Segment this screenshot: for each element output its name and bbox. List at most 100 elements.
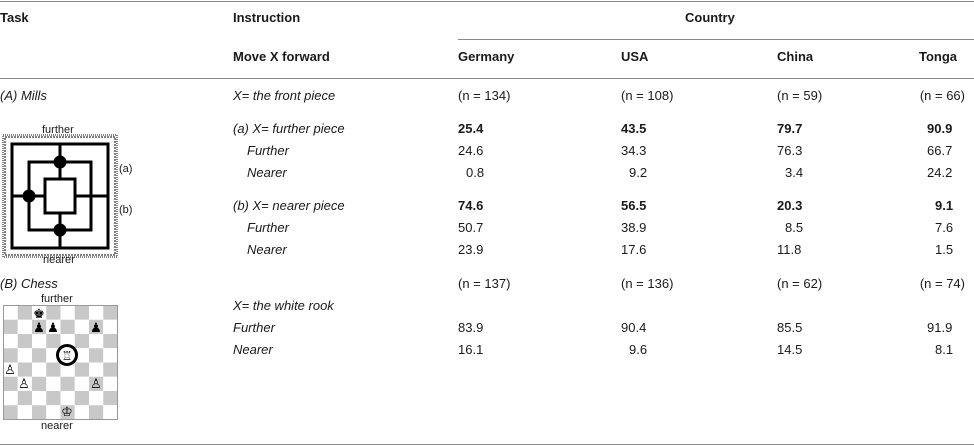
mills-a-nearer-germany: 0.8: [466, 165, 485, 180]
chess-piece-white-king: ♔: [61, 404, 73, 419]
chess-square: [3, 376, 18, 391]
chess-further-germany: 83.9: [458, 320, 484, 335]
mills-b-total-china: 20.3: [777, 198, 803, 213]
chess-square: [89, 362, 104, 377]
mills-b-further-usa: 38.9: [621, 220, 647, 235]
chess-square: [3, 362, 18, 377]
chess-square: [17, 362, 32, 377]
mills-a-nearer-usa: 9.2: [629, 165, 648, 180]
chess-nearer-tonga: 8.1: [935, 342, 954, 357]
chess-square: [46, 362, 61, 377]
chess-square: [46, 319, 61, 334]
mills-board-square-inner: [43, 177, 77, 215]
mills-a-further-tonga: 66.7: [927, 143, 953, 158]
mills-diagram-top-label: further: [42, 124, 74, 136]
mills-a-total-china: 79.7: [777, 121, 803, 136]
header-rule: [0, 78, 974, 79]
mills-b-nearer-label: Nearer: [247, 242, 287, 257]
mills-a-total-germany: 25.4: [458, 121, 484, 136]
chess-square: [32, 319, 47, 334]
chess-square: [74, 348, 89, 363]
chess-square: [89, 305, 104, 320]
chess-square: [89, 319, 104, 334]
chess-piece-white-pawn-3: ♙: [90, 376, 102, 391]
chess-square: [103, 405, 118, 420]
chess-piece-black-pawn-2: ♟: [47, 320, 59, 335]
mills-b-total-germany: 74.6: [458, 198, 484, 213]
chess-square: [89, 334, 104, 349]
chess-square: [103, 362, 118, 377]
header-country-germany: Germany: [458, 49, 515, 64]
chess-diagram-bottom-label: nearer: [41, 420, 73, 432]
chess-square: [89, 348, 104, 363]
header-task: Task: [0, 10, 29, 25]
chess-further-usa: 90.4: [621, 320, 647, 335]
chess-square: [3, 334, 18, 349]
chess-task-label: (B) Chess: [0, 276, 58, 291]
chess-square: [46, 305, 61, 320]
top-rule: [0, 1, 974, 2]
mills-n-china: (n = 59): [777, 88, 823, 103]
header-instruction: Instruction: [233, 10, 301, 25]
chess-square: [103, 319, 118, 334]
chess-square: [103, 348, 118, 363]
chess-square: [17, 334, 32, 349]
chess-square: [103, 334, 118, 349]
chess-square: [32, 376, 47, 391]
mills-piece-nearer: [53, 223, 67, 237]
mills-n-tonga: (n = 66): [919, 88, 965, 103]
chess-square: [3, 319, 18, 334]
mills-a-further-usa: 34.3: [621, 143, 647, 158]
chess-square: [74, 334, 89, 349]
chess-square: [32, 305, 47, 320]
mills-a-total-usa: 43.5: [621, 121, 647, 136]
mills-instruction: X= the front piece: [233, 88, 336, 103]
chess-square: [46, 334, 61, 349]
chess-square: [32, 391, 47, 406]
mills-a-label: (a) X= further piece: [233, 121, 345, 136]
chess-n-china: (n = 62): [777, 276, 823, 291]
chess-square: [46, 391, 61, 406]
chess-square: [74, 405, 89, 420]
chess-square: [60, 391, 75, 406]
chess-board: ♚ ♟ ♟ ♟ ♖ ♙ ♙ ♙ ♔: [3, 305, 118, 420]
mills-a-nearer-label: Nearer: [247, 165, 287, 180]
chess-n-usa: (n = 136): [621, 276, 674, 291]
chess-piece-black-king: ♚: [33, 306, 45, 321]
chess-piece-white-pawn-1: ♙: [4, 362, 16, 377]
chess-square: [32, 334, 47, 349]
mills-task-label: (A) Mills: [0, 88, 47, 103]
header-country-tonga: Tonga: [919, 49, 958, 64]
chess-square: [103, 391, 118, 406]
mills-n-germany: (n = 134): [458, 88, 511, 103]
mills-board: [2, 134, 118, 258]
mills-a-nearer-china: 3.4: [785, 165, 804, 180]
mills-n-usa: (n = 108): [621, 88, 674, 103]
mills-b-nearer-germany: 23.9: [458, 242, 484, 257]
mills-b-total-usa: 56.5: [621, 198, 647, 213]
chess-square: [17, 376, 32, 391]
chess-square: [32, 362, 47, 377]
chess-square: [60, 405, 75, 420]
chess-square: [46, 376, 61, 391]
header-instruction-sub: Move X forward: [233, 49, 330, 64]
header-country-china: China: [777, 49, 814, 64]
mills-a-further-label: Further: [247, 143, 289, 158]
chess-n-germany: (n = 137): [458, 276, 511, 291]
chess-square: [17, 391, 32, 406]
mills-diagram-mark-a: (a): [119, 163, 133, 175]
chess-piece-white-pawn-2: ♙: [18, 376, 30, 391]
chess-nearer-usa: 9.6: [629, 342, 648, 357]
mills-b-total-tonga: 9.1: [935, 198, 954, 213]
chess-nearer-china: 14.5: [777, 342, 803, 357]
chess-n-tonga: (n = 74): [919, 276, 965, 291]
mills-a-further-germany: 24.6: [458, 143, 484, 158]
header-country: Country: [685, 10, 735, 25]
mills-a-total-tonga: 90.9: [927, 121, 953, 136]
chess-further-label: Further: [233, 320, 275, 335]
chess-square: [74, 319, 89, 334]
chess-square: [17, 348, 32, 363]
mills-board-outer-frame: [4, 136, 116, 256]
chess-nearer-germany: 16.1: [458, 342, 484, 357]
mills-b-label: (b) X= nearer piece: [233, 198, 345, 213]
